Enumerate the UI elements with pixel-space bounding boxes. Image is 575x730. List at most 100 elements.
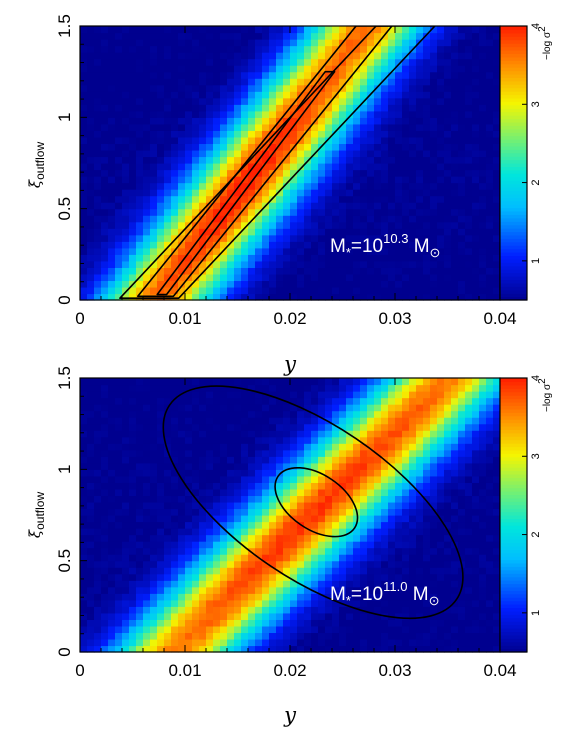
heatmap-cell	[227, 378, 235, 386]
heatmap-cell	[262, 573, 270, 581]
heatmap-cell	[101, 488, 109, 497]
heatmap-cell	[206, 228, 214, 236]
heatmap-cell	[185, 573, 193, 581]
heatmap-cell	[283, 593, 291, 601]
heatmap-cell	[493, 45, 501, 53]
heatmap-cell	[108, 599, 116, 607]
heatmap-cell	[185, 169, 193, 177]
heatmap-cell	[402, 436, 410, 444]
heatmap-cell	[185, 45, 193, 53]
heatmap-cell	[234, 397, 242, 405]
heatmap-cell	[479, 228, 487, 236]
heatmap-cell	[346, 91, 354, 99]
heatmap-cell	[395, 234, 403, 242]
heatmap-cell	[290, 541, 298, 549]
heatmap-cell	[283, 189, 291, 197]
x-axis-title-top: y	[283, 352, 297, 376]
heatmap-cell	[297, 130, 305, 138]
heatmap-cell	[136, 554, 144, 562]
heatmap-cell	[122, 515, 130, 523]
heatmap-cell	[143, 45, 151, 53]
heatmap-cell	[360, 234, 368, 242]
heatmap-cell	[87, 169, 95, 177]
heatmap-cell	[164, 567, 172, 575]
heatmap-cell	[80, 280, 88, 288]
heatmap-cell	[395, 182, 403, 190]
heatmap-cell	[304, 117, 312, 125]
heatmap-cell	[444, 475, 452, 483]
heatmap-cell	[409, 456, 417, 464]
heatmap-cell	[199, 32, 207, 40]
heatmap-cell	[227, 495, 235, 503]
heatmap-cell	[234, 45, 242, 53]
heatmap-cell	[220, 71, 228, 79]
heatmap-cell	[115, 156, 123, 164]
heatmap-cell	[360, 78, 368, 86]
heatmap-cell	[451, 293, 459, 301]
heatmap-cell	[493, 65, 501, 73]
heatmap-cell	[353, 39, 361, 47]
heatmap-cell	[136, 586, 144, 594]
heatmap-cell	[276, 267, 284, 275]
heatmap-cell	[171, 234, 179, 242]
heatmap-cell	[87, 495, 95, 503]
heatmap-cell	[388, 573, 396, 581]
heatmap-cell	[213, 32, 221, 40]
heatmap-cell	[241, 632, 249, 640]
heatmap-cell	[360, 182, 368, 190]
heatmap-cell	[402, 534, 410, 542]
heatmap-cell	[339, 189, 347, 197]
heatmap-cell	[178, 130, 186, 138]
heatmap-cell	[360, 110, 368, 118]
heatmap-cell	[367, 508, 375, 516]
heatmap-cell	[185, 84, 193, 92]
heatmap-cell	[178, 410, 186, 418]
heatmap-cell	[346, 612, 354, 620]
heatmap-cell	[122, 221, 130, 229]
heatmap-cell	[339, 456, 347, 464]
heatmap-cell	[437, 267, 445, 275]
heatmap-cell	[108, 397, 116, 405]
heatmap-cell	[115, 586, 123, 594]
heatmap-cell	[241, 228, 249, 236]
heatmap-cell	[129, 567, 137, 575]
heatmap-cell	[444, 195, 452, 203]
colorbar-segment	[500, 282, 527, 287]
y-tick-label: 0	[55, 295, 74, 304]
heatmap-cell	[129, 52, 137, 60]
heatmap-cell	[171, 541, 179, 549]
heatmap-cell	[325, 241, 333, 249]
colorbar-segment	[500, 29, 527, 34]
heatmap-cell	[178, 32, 186, 40]
heatmap-cell	[122, 632, 130, 640]
heatmap-cell	[374, 554, 382, 562]
heatmap-cell	[325, 404, 333, 412]
colorbar-segment	[500, 39, 527, 44]
heatmap-cell	[402, 156, 410, 164]
heatmap-cell	[178, 430, 186, 438]
heatmap-cell	[255, 182, 263, 190]
colorbar-segment	[500, 269, 527, 274]
heatmap-cell	[297, 593, 305, 601]
heatmap-cell	[290, 384, 298, 392]
heatmap-cell	[143, 606, 151, 614]
heatmap-cell	[262, 58, 270, 66]
heatmap-cell	[367, 378, 375, 386]
heatmap-cell	[472, 32, 480, 40]
heatmap-cell	[353, 280, 361, 288]
heatmap-cell	[115, 58, 123, 66]
heatmap-cell	[381, 117, 389, 125]
heatmap-cell	[157, 443, 165, 451]
heatmap-cell	[136, 65, 144, 73]
heatmap-cell	[248, 273, 256, 282]
heatmap-cell	[262, 501, 270, 510]
heatmap-cell	[297, 221, 305, 229]
heatmap-cell	[479, 208, 487, 216]
heatmap-cell	[220, 273, 228, 282]
heatmap-cell	[94, 554, 102, 562]
heatmap-cell	[101, 260, 109, 268]
heatmap-cell	[192, 501, 200, 510]
heatmap-cell	[220, 221, 228, 229]
heatmap-cell	[164, 97, 172, 105]
heatmap-cell	[465, 638, 473, 647]
